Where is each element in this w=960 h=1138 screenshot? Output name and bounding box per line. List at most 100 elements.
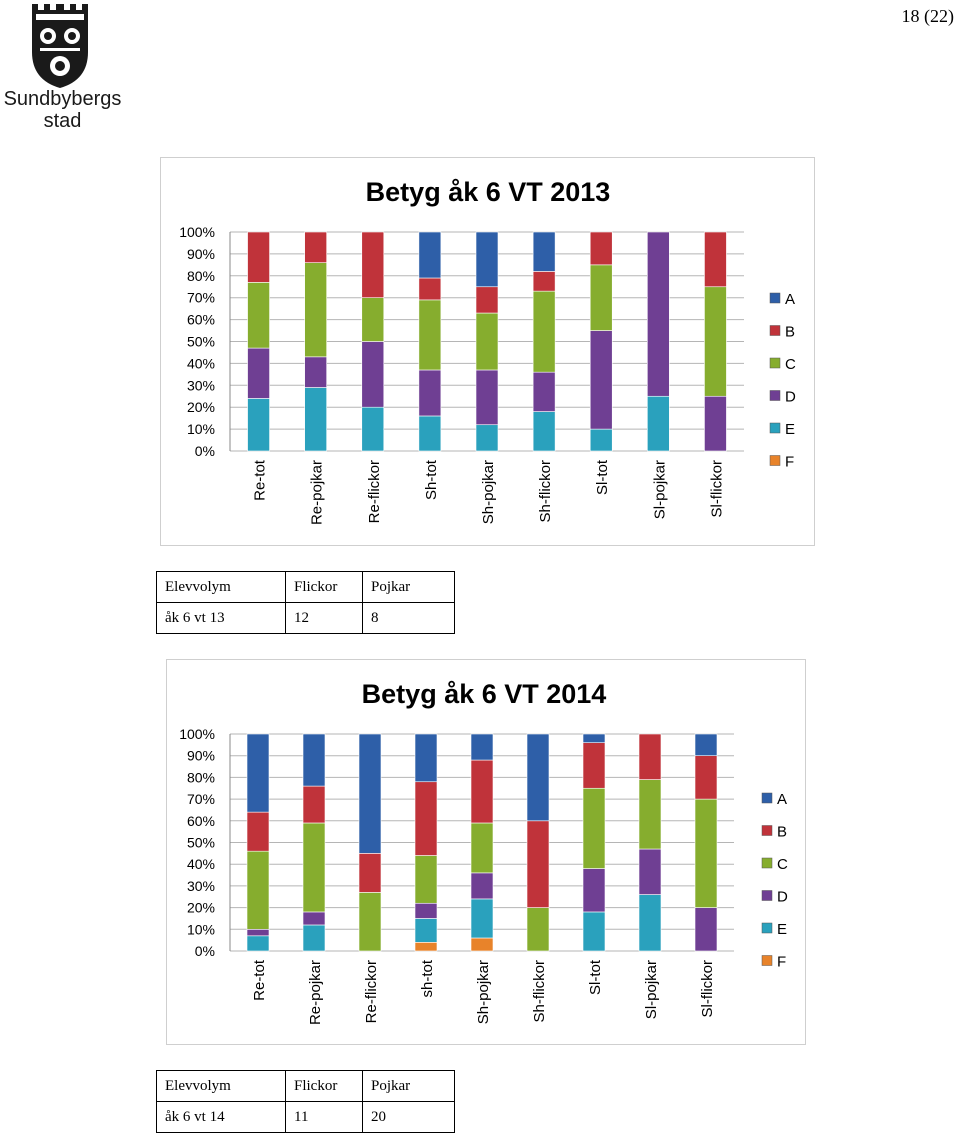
x-tick-label: Re-pojkar bbox=[307, 960, 324, 1025]
bar-segment-C bbox=[246, 850, 270, 930]
table-header-row: Elevvolym Flickor Pojkar bbox=[156, 571, 455, 603]
bar-segment-E bbox=[246, 935, 270, 952]
y-tick-label: 20% bbox=[187, 900, 215, 916]
bar-segment-C bbox=[526, 907, 550, 952]
table-cell: 11 bbox=[285, 1101, 363, 1133]
legend-label: D bbox=[785, 389, 796, 406]
x-tick-label: Re-tot bbox=[252, 459, 269, 501]
y-tick-label: 50% bbox=[187, 835, 215, 851]
y-tick-label: 0% bbox=[195, 443, 215, 459]
table-header-cell: Elevvolym bbox=[156, 1070, 286, 1102]
table-cell: 12 bbox=[285, 602, 363, 634]
bar-segment-B bbox=[582, 742, 606, 789]
x-tick-label: Sh-flickor bbox=[531, 960, 548, 1023]
x-tick-label: Re-tot bbox=[251, 959, 268, 1001]
legend-label: B bbox=[785, 324, 795, 341]
legend-label: E bbox=[777, 921, 787, 938]
bar-segment-B bbox=[302, 785, 326, 824]
legend-label: A bbox=[785, 291, 795, 308]
legend-label: E bbox=[785, 421, 795, 438]
x-tick-label: Sl-flickor bbox=[708, 460, 725, 518]
bar-segment-A bbox=[414, 733, 438, 783]
legend-label: D bbox=[777, 889, 788, 906]
table-row: åk 6 vt 14 11 20 bbox=[156, 1101, 455, 1133]
legend-swatch bbox=[761, 955, 773, 966]
bar-segment-A bbox=[358, 733, 382, 854]
bar-segment-E bbox=[470, 898, 494, 939]
legend-label: B bbox=[777, 824, 787, 841]
chart-title: Betyg åk 6 VT 2013 bbox=[366, 177, 611, 207]
table-header-row: Elevvolym Flickor Pojkar bbox=[156, 1070, 455, 1102]
bar-segment-E bbox=[582, 911, 606, 952]
bar-segment-D bbox=[302, 911, 326, 926]
bar-segment-B bbox=[526, 820, 550, 908]
bar-segment-B bbox=[247, 231, 270, 283]
y-tick-label: 0% bbox=[195, 943, 215, 959]
bar-segment-A bbox=[302, 733, 326, 787]
y-tick-label: 20% bbox=[187, 399, 215, 415]
logo-text-line1: Sundbybergs bbox=[3, 88, 122, 110]
chart-title: Betyg åk 6 VT 2014 bbox=[362, 679, 607, 709]
bar-segment-C bbox=[582, 787, 606, 869]
x-tick-label: sh-tot bbox=[419, 959, 436, 997]
y-tick-label: 80% bbox=[187, 268, 215, 284]
y-tick-label: 10% bbox=[187, 921, 215, 937]
bar-segment-B bbox=[470, 759, 494, 824]
x-tick-label: Sh-pojkar bbox=[475, 960, 492, 1024]
bar-segment-D bbox=[647, 231, 670, 397]
page-number: 18 (22) bbox=[901, 6, 955, 26]
bar-segment-B bbox=[694, 755, 718, 800]
legend-swatch bbox=[761, 922, 773, 934]
bar-segment-B bbox=[704, 231, 727, 288]
table-header-cell: Flickor bbox=[285, 1070, 363, 1102]
legend-label: F bbox=[777, 954, 786, 971]
bar-segment-D bbox=[694, 907, 718, 952]
bar-segment-D bbox=[470, 872, 494, 900]
table-header-cell: Pojkar bbox=[362, 571, 455, 603]
bar-segment-B bbox=[414, 781, 438, 856]
bar-segment-C bbox=[638, 779, 662, 850]
bar-segment-C bbox=[358, 892, 382, 952]
bar-segment-A bbox=[694, 733, 718, 757]
volume-table-2014: Elevvolym Flickor Pojkar åk 6 vt 14 11 2… bbox=[156, 1070, 455, 1133]
bar-segment-A bbox=[470, 733, 494, 761]
bar-segment-D bbox=[414, 902, 438, 919]
x-tick-label: Sh-tot bbox=[423, 459, 440, 500]
table-cell: 8 bbox=[362, 602, 455, 634]
legend-swatch bbox=[761, 792, 773, 804]
y-tick-label: 60% bbox=[187, 813, 215, 829]
y-tick-label: 10% bbox=[187, 421, 215, 437]
x-tick-label: Sl-pojkar bbox=[643, 960, 660, 1019]
bar-segment-A bbox=[418, 231, 442, 279]
bar-segment-A bbox=[246, 733, 270, 813]
x-tick-label: Sh-pojkar bbox=[480, 460, 497, 524]
y-tick-label: 70% bbox=[187, 290, 215, 306]
table-row: åk 6 vt 13 12 8 bbox=[156, 602, 455, 634]
bar-segment-D bbox=[582, 868, 606, 913]
bar-segment-E bbox=[414, 918, 438, 943]
y-tick-label: 60% bbox=[187, 312, 215, 328]
y-tick-label: 80% bbox=[187, 769, 215, 785]
legend-label: F bbox=[785, 454, 794, 471]
bar-segment-A bbox=[475, 231, 499, 288]
bar-segment-E bbox=[638, 894, 662, 952]
x-tick-label: Re-flickor bbox=[366, 460, 383, 523]
table-cell: åk 6 vt 13 bbox=[156, 602, 286, 634]
legend-swatch bbox=[769, 422, 781, 434]
bar-segment-E bbox=[302, 924, 326, 952]
x-tick-label: Sl-flickor bbox=[699, 960, 716, 1018]
bar-segment-C bbox=[414, 855, 438, 904]
legend-swatch bbox=[761, 825, 773, 836]
table-cell: åk 6 vt 14 bbox=[156, 1101, 286, 1133]
bar-segment-A bbox=[526, 733, 550, 822]
bar-segment-A bbox=[532, 231, 556, 272]
logo-text-line2: stad bbox=[43, 110, 82, 132]
legend-swatch bbox=[769, 357, 781, 369]
x-tick-label: Sl-tot bbox=[594, 459, 611, 495]
x-tick-label: Sl-pojkar bbox=[651, 460, 668, 519]
bar-segment-B bbox=[589, 231, 613, 266]
bar-segment-A bbox=[582, 733, 606, 743]
bar-segment-F bbox=[470, 937, 494, 952]
bar-segment-C bbox=[470, 822, 494, 874]
